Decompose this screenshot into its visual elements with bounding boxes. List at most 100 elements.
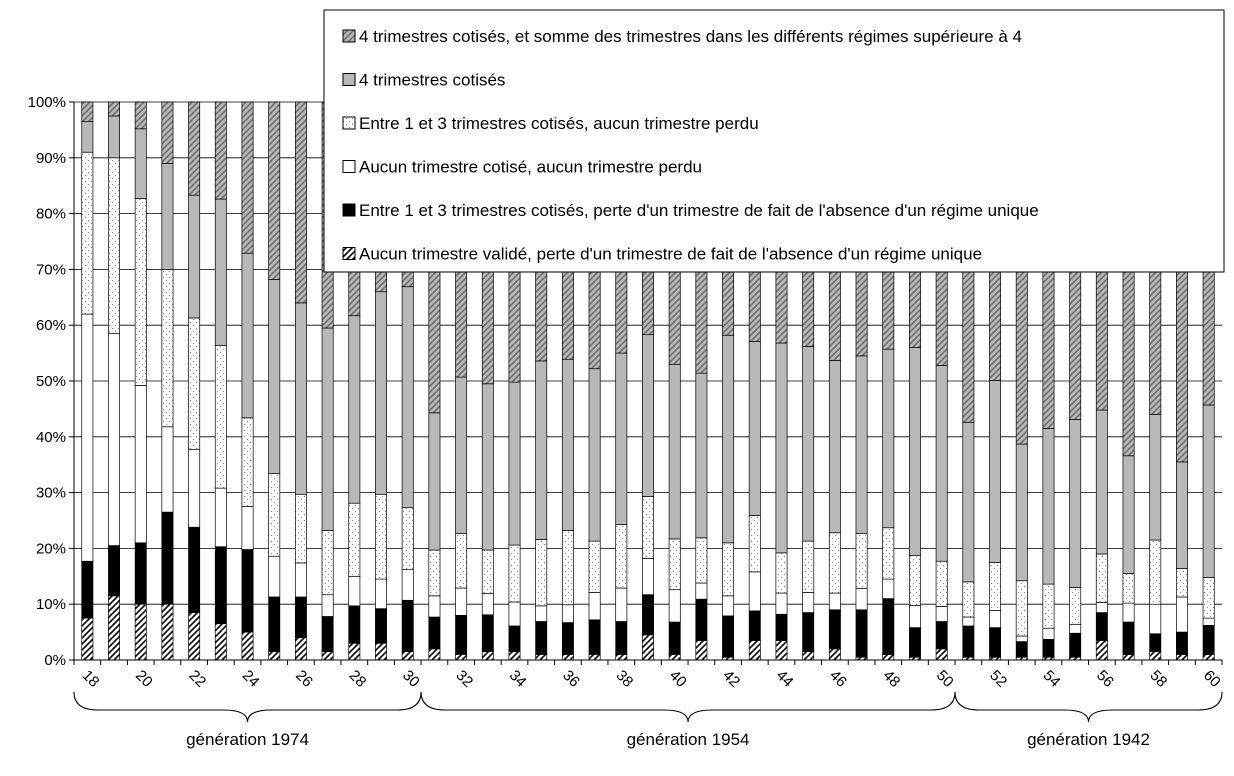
bar-segment <box>828 532 841 594</box>
bar-segment <box>294 637 307 661</box>
y-tick-label: 0% <box>44 652 66 669</box>
x-tick-label: 52 <box>986 667 1010 691</box>
bar-segment <box>1202 617 1215 626</box>
bar-segment <box>802 346 815 542</box>
bar-segment <box>695 537 708 584</box>
bar-segment <box>588 619 601 655</box>
bar-segment <box>1175 596 1188 633</box>
x-tick-label: 38 <box>613 667 637 691</box>
bar-segment <box>748 515 761 573</box>
y-tick-label: 100% <box>28 94 66 111</box>
x-tick-label: 32 <box>452 667 476 691</box>
bar-segment <box>1042 627 1055 640</box>
bar-segment <box>294 302 307 495</box>
y-tick-label: 50% <box>36 373 66 390</box>
bar-segment <box>561 530 574 606</box>
bar-segment <box>1095 409 1108 555</box>
bar-segment <box>161 101 174 164</box>
bar-segment <box>188 101 201 196</box>
bar-segment <box>108 595 121 661</box>
bar-segment <box>1122 621 1135 655</box>
bar-segment <box>642 496 654 559</box>
bar-segment <box>161 603 174 661</box>
bar-segment <box>294 562 307 598</box>
bar-segment <box>1122 654 1135 661</box>
bar-segment <box>588 540 601 593</box>
bar-segment <box>108 333 121 546</box>
bar-segment <box>882 578 895 599</box>
bar-segment <box>535 605 548 622</box>
bar-segment <box>348 642 361 661</box>
bar-segment <box>561 358 574 531</box>
bar-segment <box>588 592 601 621</box>
bar-segment <box>81 313 94 562</box>
bar-segment <box>775 640 788 661</box>
bar-segment <box>535 621 548 655</box>
bar-segment <box>268 101 281 280</box>
bar-segment <box>134 385 147 544</box>
bar-segment <box>535 539 548 607</box>
bar-segment <box>695 598 708 641</box>
bar-segment <box>828 360 841 534</box>
bar-segment <box>1202 625 1215 655</box>
bar-segment <box>642 558 654 596</box>
y-tick-label: 40% <box>36 429 66 446</box>
bar-segment <box>268 279 281 474</box>
bar-segment <box>962 581 975 618</box>
bar-segment <box>1095 602 1108 613</box>
legend-swatch <box>342 203 356 217</box>
bar-segment <box>748 341 761 516</box>
bar-segment <box>134 603 147 661</box>
bar-segment <box>722 595 735 617</box>
x-tick-label: 36 <box>559 667 583 691</box>
y-tick-label: 20% <box>36 540 66 557</box>
bar-segment <box>428 595 441 618</box>
x-tick-label: 42 <box>719 667 743 691</box>
x-tick-label: 58 <box>1147 667 1171 691</box>
bar-segment <box>802 592 815 613</box>
bar-segment <box>802 540 815 593</box>
bar-segment <box>615 587 628 622</box>
x-tick-label: 48 <box>880 667 904 691</box>
bar-segment <box>828 592 841 611</box>
bar-segment <box>401 599 414 652</box>
x-tick-label: 26 <box>292 667 316 691</box>
bar-segment <box>722 334 735 544</box>
bar-segment <box>321 327 334 531</box>
bar-segment <box>882 654 895 661</box>
legend-box <box>323 9 1225 273</box>
x-tick-label: 30 <box>399 667 423 691</box>
bar-segment <box>81 151 94 315</box>
bar-segment <box>268 651 281 661</box>
bar-segment <box>134 198 147 386</box>
bar-segment <box>241 417 254 507</box>
bar-segment <box>508 625 521 652</box>
bar-segment <box>161 269 174 428</box>
bar-segment <box>989 380 1002 563</box>
generation-label: génération 1974 <box>186 730 309 749</box>
bar-segment <box>401 569 414 601</box>
bar-segment <box>1149 651 1162 661</box>
bar-segment <box>81 617 94 661</box>
bar-segment <box>188 526 201 613</box>
legend-label: Entre 1 et 3 trimestres cotisés, aucun t… <box>359 114 759 133</box>
y-tick-label: 80% <box>36 206 66 223</box>
bar-segment <box>588 654 601 661</box>
x-tick-label: 22 <box>185 667 209 691</box>
bar-segment <box>882 348 895 529</box>
legend-label: Entre 1 et 3 trimestres cotisés, perte d… <box>359 201 1039 220</box>
bar-segment <box>161 426 174 513</box>
bar-segment <box>375 578 387 610</box>
bar-segment <box>241 549 254 633</box>
legend-label: Aucun trimestre cotisé, aucun trimestre … <box>359 158 702 177</box>
bar-segment <box>989 561 1002 611</box>
bar-segment <box>615 352 628 525</box>
bar-segment <box>962 421 975 583</box>
bar-segment <box>1202 404 1215 578</box>
bar-segment <box>108 115 121 159</box>
bar-segment <box>1149 603 1162 635</box>
x-tick-label: 18 <box>79 667 103 691</box>
bar-segment <box>935 606 948 622</box>
bar-segment <box>321 594 334 617</box>
